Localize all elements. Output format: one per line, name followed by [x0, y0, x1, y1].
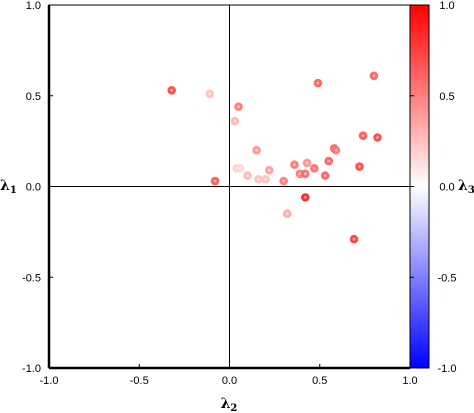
data-point: [358, 131, 368, 140]
data-point: [210, 176, 220, 186]
data-point: [355, 162, 364, 171]
data-point: [373, 133, 382, 142]
data-point: [279, 176, 288, 186]
data-point: [310, 164, 319, 173]
colorbar-ticks: -1.0 -0.5 0.0 0.5 1.0: [410, 0, 456, 375]
x-tick-label: -1.0: [40, 375, 59, 387]
data-point: [264, 165, 274, 175]
data-point: [324, 156, 334, 166]
x-axis-label: λ2: [221, 396, 238, 413]
data-point: [234, 102, 243, 111]
colorbar-tick-label: 0.0: [439, 182, 454, 194]
y-tick-label: 1.0: [26, 0, 41, 12]
data-point: [301, 193, 310, 202]
colorbar-tick-label: -0.5: [438, 272, 457, 284]
data-point: [331, 145, 341, 155]
x-axis-label-subscript: 2: [230, 403, 237, 413]
data-point: [236, 164, 245, 173]
colorbar-label-subscript: 3: [468, 185, 474, 196]
x-tick-label: 1.0: [402, 375, 417, 387]
data-point: [205, 89, 214, 99]
colorbar-tick-label: 0.5: [439, 91, 454, 103]
x-axis-ticks: -1.0 -0.5 0.0 0.5 1.0: [40, 364, 418, 387]
y-tick-label: -1.0: [22, 363, 41, 375]
data-point: [313, 78, 323, 88]
data-point: [261, 174, 270, 184]
y-tick-label: -0.5: [22, 272, 41, 284]
data-points: [167, 71, 382, 244]
y-axis-label: λ1: [0, 178, 17, 196]
data-point: [252, 145, 261, 155]
data-point: [320, 171, 330, 180]
y-axis-ticks: -1.0 -0.5 0.0 0.5 1.0: [22, 0, 53, 375]
data-point: [243, 171, 252, 180]
y-tick-label: 0.5: [26, 91, 41, 103]
data-point: [254, 174, 263, 184]
x-tick-label: -0.5: [130, 375, 149, 387]
x-tick-label: 0.5: [312, 375, 327, 387]
y-axis-label-subscript: 1: [10, 185, 17, 196]
data-point: [369, 71, 379, 81]
data-point: [290, 160, 299, 170]
data-point: [349, 234, 359, 244]
colorbar-label: λ3: [458, 178, 474, 196]
x-tick-label: 0.0: [222, 375, 237, 387]
colorbar-tick-label: -1.0: [438, 363, 457, 375]
data-point: [230, 116, 240, 126]
data-point: [167, 86, 177, 95]
colorbar-tick-label: 1.0: [439, 0, 454, 12]
plot-area: -1.0 -0.5 0.0 0.5 1.0 -1.0 -0.5 0.0 0.5 1.0: [22, 0, 418, 387]
colorbar: -1.0 -0.5 0.0 0.5 1.0: [409, 0, 456, 375]
y-tick-label: 0.0: [26, 182, 41, 194]
data-point: [301, 169, 310, 179]
data-point: [282, 209, 292, 219]
data-point: [302, 158, 312, 168]
